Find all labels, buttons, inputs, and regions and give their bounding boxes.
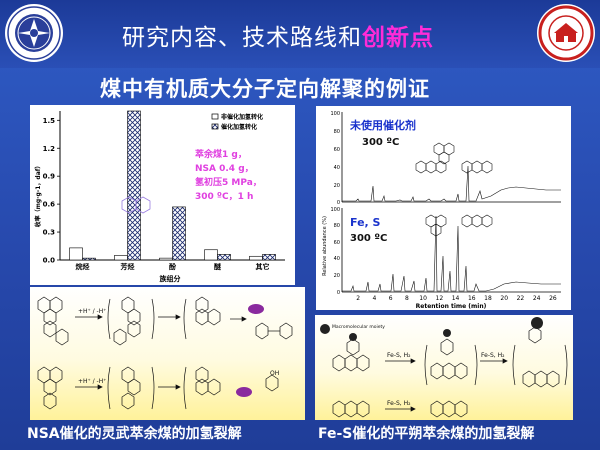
- chrom-x-tick-label: 6: [389, 295, 393, 302]
- biphenyl-structure-icon: [121, 196, 151, 214]
- caption-nsa: NSA催化的灵武萃余煤的加氢裂解: [27, 426, 242, 442]
- top-ytick-80: 80: [334, 129, 340, 135]
- chromatogram-panel: 100 80 60 40 20 0 100 80 60 40 20 0 Rela…: [316, 106, 571, 310]
- chrom-x-tick-label: 14: [452, 295, 460, 302]
- fe-s-reaction-scheme: Macromolecular moiety: [315, 315, 573, 420]
- top-ytick-100: 100: [330, 111, 340, 117]
- yield-bar-chart-panel: 0.0 0.3 0.6 0.9 1.2 1.5 烷烃 芳烃 酚 醚 其它 收率（mg·g-1，da…: [30, 105, 295, 285]
- chrom-x-tick-label: 18: [484, 295, 492, 302]
- y-tick-label: 0.0: [43, 257, 56, 265]
- panel-label-uncatalyzed: 未使用催化剂: [349, 118, 416, 132]
- chromatogram-trace-uncatalyzed: [342, 165, 561, 202]
- bar-catalytic-4: [262, 254, 276, 261]
- condition-line-3: 氢初压5 MPa，: [195, 176, 262, 188]
- bottom-ytick-80: 80: [334, 223, 340, 229]
- legend-label-noncatalytic: 非催化加氢转化: [221, 113, 263, 121]
- nsa-mechanism-diagram: +H⁺ / -H⁺ +H⁺ / -H⁺ OH: [37, 296, 293, 410]
- fe-s-mechanism-diagram: Macromolecular moiety: [320, 317, 568, 418]
- bottom-ytick-0: 0: [337, 290, 340, 296]
- svg-text:OH: OH: [270, 370, 279, 377]
- pah-structure-icons-bottom: [425, 214, 493, 237]
- chrom-y-axis-label: Relative abundance (%): [322, 216, 328, 276]
- page-title: 研究内容、技术路线和创新点: [122, 25, 434, 51]
- legend-swatch-noncatalytic: [211, 113, 219, 120]
- caption-fe-s: Fe-S催化的平朔萃余煤的加氢裂解: [318, 426, 535, 442]
- chrom-x-tick-label: 10: [419, 295, 427, 302]
- pah-structure-icons-top: [415, 142, 493, 174]
- chromatogram-chart: 100 80 60 40 20 0 100 80 60 40 20 0 Rela…: [322, 111, 561, 310]
- bar-catalytic-3: [217, 254, 231, 261]
- y-axis-label: 收率（mg·g-1，daf）: [34, 163, 42, 228]
- nsa-reaction-scheme: +H⁺ / -H⁺ +H⁺ / -H⁺ OH: [30, 287, 305, 420]
- bar-catalytic-2: [172, 206, 186, 261]
- panel-temp-uncatalyzed: 300 ºC: [362, 137, 399, 148]
- acid-reagent-label-1: +H⁺ / -H⁺: [78, 308, 106, 315]
- bottom-ytick-20: 20: [334, 273, 340, 279]
- condition-line-4: 300 ºC，1 h: [195, 192, 253, 202]
- fe-s-reagent-label-1: Fe-S, H₂: [387, 352, 411, 359]
- bar-noncatalytic-2: [159, 257, 173, 261]
- university-logo-left: [5, 4, 63, 62]
- university-logo-right: [537, 4, 595, 62]
- chrom-x-tick-label: 8: [405, 295, 409, 302]
- macromolecular-moiety-icon: [320, 324, 330, 334]
- bar-noncatalytic-0: [69, 247, 83, 261]
- yield-bar-chart: 0.0 0.3 0.6 0.9 1.2 1.5 烷烃 芳烃 酚 醚 其它 收率（mg·g-1，da…: [34, 110, 285, 283]
- x-tick-label: 芳烃: [121, 262, 135, 271]
- fe-s-reagent-label-3: Fe-S, H₂: [387, 400, 411, 407]
- bottom-ytick-100: 100: [330, 207, 340, 213]
- y-tick-label: 0.3: [43, 229, 56, 237]
- x-axis-label: 族组分: [160, 274, 181, 283]
- bar-noncatalytic-1: [114, 255, 128, 261]
- panel-label-fe-s: Fe, S: [350, 216, 381, 229]
- x-tick-label: 其它: [256, 262, 270, 271]
- chrom-x-tick-label: 24: [533, 295, 541, 302]
- x-tick-label: 酚: [169, 262, 177, 271]
- chrom-x-tick-label: 20: [500, 295, 508, 302]
- bottom-ytick-40: 40: [334, 256, 340, 262]
- macromolecular-moiety-label: Macromolecular moiety: [332, 324, 385, 330]
- chrom-x-tick-label: 22: [517, 295, 525, 302]
- catalyst-marker-2: [236, 387, 252, 397]
- top-ytick-40: 40: [334, 165, 340, 171]
- chrom-x-tick-label: 16: [468, 295, 476, 302]
- catalyst-marker-1: [248, 304, 264, 314]
- top-ytick-20: 20: [334, 183, 340, 189]
- chrom-x-axis-label: Retention time (min): [416, 303, 487, 310]
- condition-line-2: NSA 0.4 g，: [195, 164, 254, 174]
- bar-catalytic-1: [127, 110, 141, 261]
- y-tick-label: 0.9: [43, 173, 56, 181]
- top-ytick-60: 60: [334, 147, 340, 153]
- fe-s-reagent-label-2: Fe-S, H₂: [481, 352, 505, 359]
- top-ytick-0: 0: [337, 200, 340, 206]
- bottom-ytick-60: 60: [334, 240, 340, 246]
- chrom-x-tick-label: 2: [356, 295, 360, 302]
- bar-noncatalytic-3: [204, 249, 218, 261]
- legend-label-catalytic: 催化加氢转化: [221, 123, 257, 131]
- chrom-x-tick-label: 26: [549, 295, 557, 302]
- acid-reagent-label-2: +H⁺ / -H⁺: [78, 378, 106, 385]
- slide-subtitle: 煤中有机质大分子定向解聚的例证: [100, 77, 430, 101]
- x-tick-label: 醚: [214, 262, 222, 271]
- chrom-x-tick-label: 4: [373, 295, 377, 302]
- y-tick-label: 1.2: [43, 145, 56, 153]
- header-bar: [0, 0, 600, 68]
- panel-temp-fe-s: 300 ºC: [350, 233, 387, 244]
- legend-swatch-catalytic: [211, 123, 219, 130]
- bar-noncatalytic-4: [249, 255, 263, 261]
- condition-line-1: 萃余煤1 g，: [195, 148, 247, 160]
- chromatogram-trace-fe-s: [342, 215, 561, 292]
- bar-catalytic-0: [82, 257, 96, 261]
- y-tick-label: 1.5: [43, 117, 56, 125]
- chrom-x-tick-label: 12: [436, 295, 444, 302]
- y-tick-label: 0.6: [43, 201, 56, 209]
- x-tick-label: 烷烃: [76, 262, 90, 271]
